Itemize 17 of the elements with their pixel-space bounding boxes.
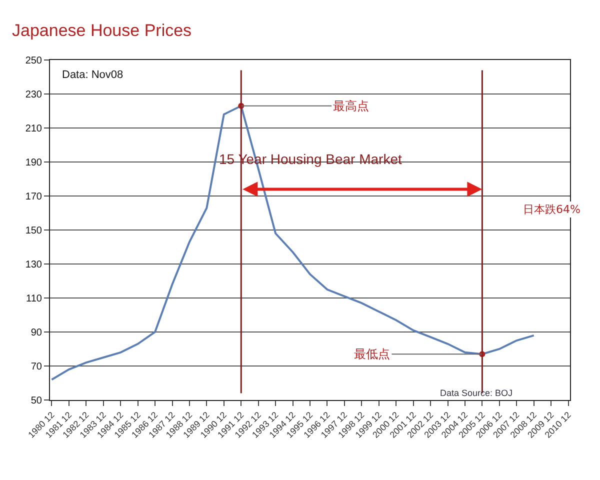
y-tick-label: 110 (26, 294, 42, 304)
annotation: 最高点 (333, 99, 369, 113)
y-tick-label: 210 (25, 124, 42, 134)
y-tick-label: 150 (25, 226, 42, 236)
y-tick-label: 90 (30, 328, 42, 338)
y-tick-label: 70 (30, 362, 42, 372)
y-tick-label: 130 (25, 260, 42, 270)
annotation: Data: Nov08 (62, 69, 124, 81)
y-tick-label: 250 (25, 56, 42, 66)
y-tick-label: 190 (25, 158, 42, 168)
y-tick-label: 50 (30, 396, 42, 406)
y-tick-label: 230 (25, 90, 42, 100)
annotation: Data Source: BOJ (440, 388, 513, 398)
annotation: 最低点 (354, 347, 390, 361)
chart-title: Japanese House Prices (12, 20, 192, 40)
y-tick-label: 170 (25, 192, 42, 202)
annotation: 日本跌64% (523, 203, 580, 216)
